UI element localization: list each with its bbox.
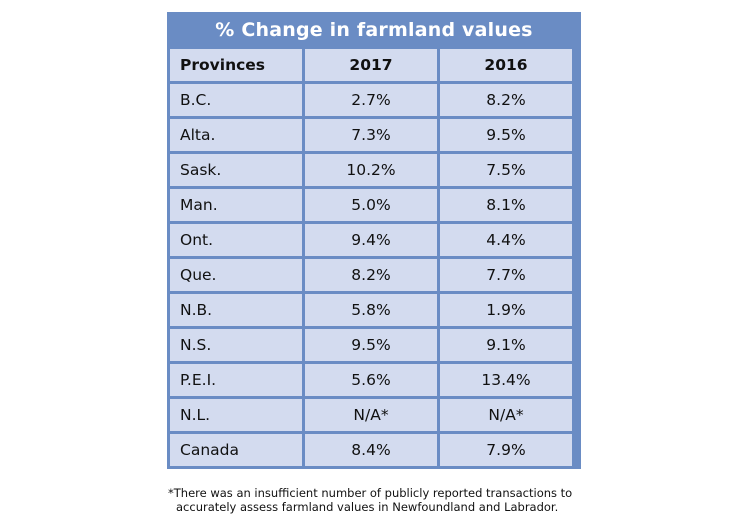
value-2017-cell: 10.2% [305,154,437,186]
province-cell: B.C. [170,84,302,116]
value-2017-cell: 8.2% [305,259,437,291]
value-2017-cell: 5.0% [305,189,437,221]
value-2016-cell: 8.2% [440,84,572,116]
value-2017-cell: 8.4% [305,434,437,466]
column-header-provinces: Provinces [170,49,302,81]
value-2017-cell: 5.8% [305,294,437,326]
province-cell: Canada [170,434,302,466]
footnote-line-1: *There was an insufficient number of pub… [168,486,573,500]
footnote-line-2: accurately assess farmland values in New… [176,500,559,514]
province-cell: N.B. [170,294,302,326]
value-2016-cell: 8.1% [440,189,572,221]
province-cell: N.L. [170,399,302,431]
province-cell: Man. [170,189,302,221]
value-2017-cell: N/A* [305,399,437,431]
value-2016-cell: 9.1% [440,329,572,361]
province-cell: Que. [170,259,302,291]
column-header-2016: 2016 [440,49,572,81]
value-2016-cell: 4.4% [440,224,572,256]
value-2017-cell: 7.3% [305,119,437,151]
value-2016-cell: 7.9% [440,434,572,466]
province-cell: Alta. [170,119,302,151]
value-2016-cell: 1.9% [440,294,572,326]
table-grid: Provinces 2017 2016 B.C. 2.7% 8.2% Alta.… [170,49,578,466]
value-2017-cell: 9.4% [305,224,437,256]
value-2016-cell: 9.5% [440,119,572,151]
province-cell: Ont. [170,224,302,256]
farmland-values-table: % Change in farmland values Provinces 20… [167,12,581,469]
province-cell: Sask. [170,154,302,186]
province-cell: P.E.I. [170,364,302,396]
footnote: *There was an insufficient number of pub… [168,486,572,514]
value-2016-cell: 7.5% [440,154,572,186]
column-header-2017: 2017 [305,49,437,81]
province-cell: N.S. [170,329,302,361]
value-2016-cell: 13.4% [440,364,572,396]
value-2016-cell: 7.7% [440,259,572,291]
value-2016-cell: N/A* [440,399,572,431]
value-2017-cell: 2.7% [305,84,437,116]
table-title: % Change in farmland values [215,19,533,41]
value-2017-cell: 5.6% [305,364,437,396]
value-2017-cell: 9.5% [305,329,437,361]
